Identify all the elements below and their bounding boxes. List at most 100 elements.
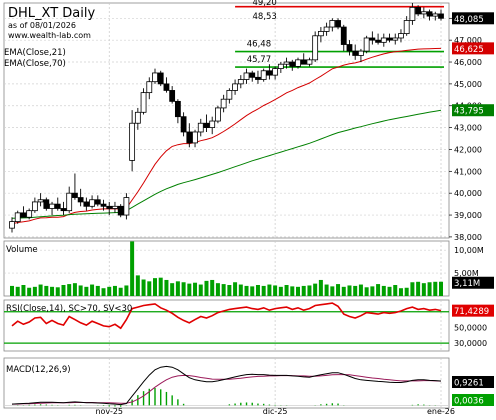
candle-body[interactable] — [409, 6, 416, 21]
volume-bar[interactable] — [153, 278, 157, 296]
candle-body[interactable] — [283, 61, 290, 65]
volume-bar[interactable] — [284, 285, 289, 296]
candle-body[interactable] — [192, 131, 198, 144]
volume-bar[interactable] — [416, 281, 421, 296]
candle-body[interactable] — [220, 98, 227, 109]
candle-body[interactable] — [43, 199, 50, 209]
candle-body[interactable] — [335, 20, 341, 28]
volume-bar[interactable] — [107, 286, 112, 296]
volume-bar[interactable] — [410, 282, 415, 296]
volume-bar[interactable] — [364, 287, 369, 296]
candle-body[interactable] — [289, 61, 296, 67]
volume-bar[interactable] — [370, 286, 375, 296]
candle-body[interactable] — [72, 192, 78, 198]
volume-bar[interactable] — [101, 288, 106, 296]
candle-body[interactable] — [255, 76, 261, 80]
volume-bar[interactable] — [404, 287, 409, 296]
candle-body[interactable] — [100, 203, 107, 207]
candle-body[interactable] — [386, 37, 393, 41]
volume-bar[interactable] — [353, 285, 358, 296]
volume-bar[interactable] — [376, 284, 381, 296]
candle-body[interactable] — [243, 72, 250, 80]
candle-body[interactable] — [209, 120, 216, 129]
candle-body[interactable] — [260, 70, 267, 80]
candle-body[interactable] — [432, 13, 439, 17]
candle-body[interactable] — [346, 44, 353, 52]
candle-body[interactable] — [380, 37, 387, 43]
volume-bar[interactable] — [50, 286, 55, 296]
volume-bar[interactable] — [181, 282, 186, 296]
volume-bar[interactable] — [330, 286, 335, 296]
candle-body[interactable] — [306, 59, 313, 65]
candle-body[interactable] — [277, 63, 284, 69]
volume-bar[interactable] — [187, 283, 192, 296]
volume-bar[interactable] — [215, 283, 220, 296]
volume-bar[interactable] — [84, 286, 89, 296]
candle-body[interactable] — [363, 37, 370, 52]
candle-body[interactable] — [152, 72, 158, 83]
candle-body[interactable] — [203, 122, 210, 129]
candle-body[interactable] — [123, 197, 130, 216]
candle-body[interactable] — [54, 203, 61, 209]
candle-body[interactable] — [37, 199, 44, 203]
candle-body[interactable] — [215, 107, 221, 122]
candle-body[interactable] — [146, 81, 153, 94]
candle-body[interactable] — [9, 221, 15, 229]
volume-bar[interactable] — [193, 282, 198, 296]
candle-body[interactable] — [83, 201, 90, 207]
volume-bar[interactable] — [10, 285, 14, 296]
volume-bar[interactable] — [313, 283, 318, 296]
volume-bar[interactable] — [336, 284, 341, 296]
candle-body[interactable] — [226, 90, 233, 100]
volume-bar[interactable] — [44, 285, 49, 296]
volume-bar[interactable] — [72, 283, 77, 296]
volume-bar[interactable] — [124, 285, 129, 296]
candle-body[interactable] — [317, 31, 324, 37]
volume-bar[interactable] — [296, 286, 300, 296]
volume-bar[interactable] — [238, 284, 243, 296]
candle-body[interactable] — [60, 208, 67, 212]
candle-body[interactable] — [49, 203, 55, 209]
candle-body[interactable] — [20, 212, 27, 218]
volume-bar[interactable] — [433, 281, 438, 296]
volume-bar[interactable] — [244, 285, 249, 296]
volume-bar[interactable] — [273, 285, 278, 296]
volume-bar[interactable] — [90, 284, 95, 296]
candle-body[interactable] — [272, 68, 279, 76]
volume-bar[interactable] — [421, 283, 426, 296]
volume-bar[interactable] — [164, 279, 169, 296]
volume-bar[interactable] — [358, 284, 363, 296]
candle-body[interactable] — [392, 37, 399, 41]
candle-body[interactable] — [375, 39, 381, 43]
candle-body[interactable] — [26, 210, 33, 218]
volume-bar[interactable] — [204, 280, 209, 296]
candle-body[interactable] — [117, 205, 124, 216]
volume-bar[interactable] — [210, 279, 215, 296]
candle-body[interactable] — [249, 72, 256, 78]
candle-body[interactable] — [157, 72, 164, 85]
candle-body[interactable] — [237, 79, 244, 85]
volume-bar[interactable] — [227, 285, 232, 296]
volume-bar[interactable] — [341, 286, 346, 296]
candle-body[interactable] — [426, 11, 433, 17]
volume-bar[interactable] — [141, 279, 146, 297]
volume-bar[interactable] — [427, 282, 432, 296]
volume-bar[interactable] — [78, 285, 83, 296]
volume-bar[interactable] — [170, 283, 175, 296]
volume-bar[interactable] — [301, 285, 306, 296]
candle-body[interactable] — [358, 50, 364, 56]
volume-bar[interactable] — [32, 286, 37, 296]
volume-bar[interactable] — [55, 287, 60, 296]
volume-bar[interactable] — [307, 285, 312, 296]
candle-body[interactable] — [89, 199, 95, 207]
candle-body[interactable] — [329, 20, 336, 28]
candle-body[interactable] — [340, 26, 347, 45]
volume-bar[interactable] — [398, 288, 403, 296]
volume-bar[interactable] — [118, 287, 123, 296]
candle-body[interactable] — [312, 35, 319, 61]
candle-body[interactable] — [112, 205, 118, 209]
candle-body[interactable] — [415, 6, 422, 15]
candle-body[interactable] — [31, 201, 38, 212]
